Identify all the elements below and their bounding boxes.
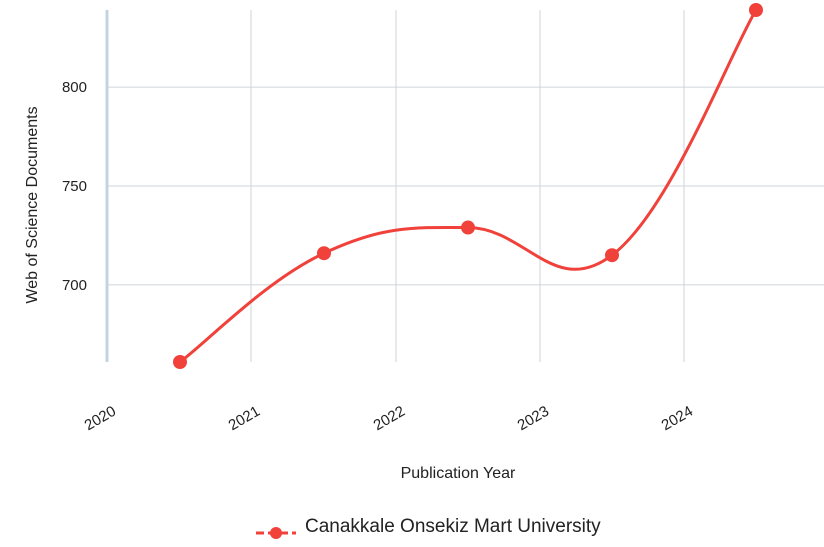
x-tick-label: 2023: [515, 403, 552, 434]
data-point[interactable]: [173, 355, 187, 369]
data-point[interactable]: [317, 246, 331, 261]
series-line: [179, 9, 758, 364]
y-tick-label: 750: [62, 178, 87, 195]
y-tick-label: 700: [62, 277, 87, 294]
tick-labels: 700 750 800 2020 2021 2022 2023 2024: [62, 79, 696, 434]
legend-marker-swatch: [270, 527, 282, 539]
legend-label: Canakkale Onsekiz Mart University: [305, 516, 601, 537]
grid: [107, 10, 824, 362]
data-point[interactable]: [605, 248, 619, 263]
x-tick-label: 2024: [659, 403, 696, 434]
series-layer: [173, 3, 763, 369]
data-point[interactable]: [461, 220, 475, 235]
x-tick-label: 2020: [82, 403, 119, 434]
x-tick-label: 2022: [371, 403, 408, 434]
x-tick-label: 2021: [226, 403, 263, 434]
y-axis-title: Web of Science Documents: [24, 106, 41, 303]
data-point[interactable]: [749, 3, 763, 17]
legend[interactable]: Canakkale Onsekiz Mart University: [256, 516, 601, 539]
y-tick-label: 800: [62, 79, 87, 96]
x-axis-title: Publication Year: [401, 465, 516, 482]
